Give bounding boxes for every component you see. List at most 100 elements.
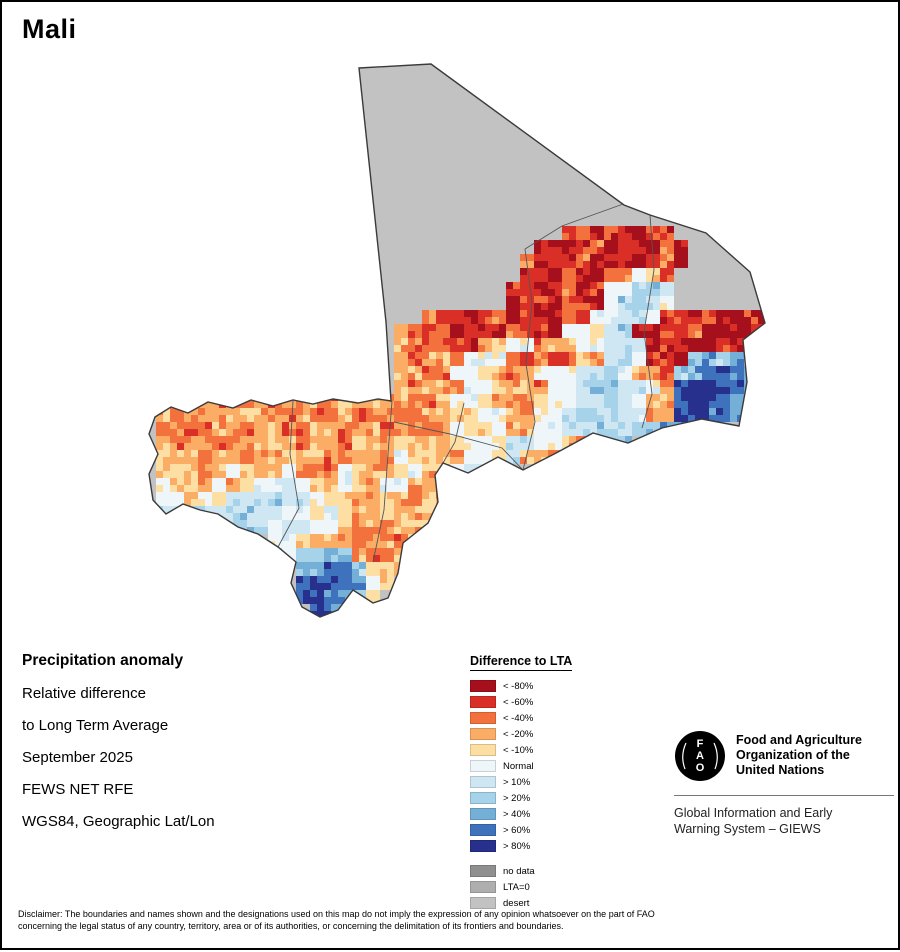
raster-cell — [394, 422, 401, 429]
raster-cell — [345, 576, 352, 583]
raster-cell — [688, 422, 695, 429]
raster-cell — [674, 254, 681, 261]
raster-cell — [310, 464, 317, 471]
raster-cell — [464, 464, 471, 471]
raster-cell — [639, 240, 646, 247]
raster-cell — [394, 394, 401, 401]
raster-cell — [681, 247, 688, 254]
raster-cell — [177, 401, 184, 408]
raster-cell — [681, 401, 688, 408]
raster-cell — [513, 303, 520, 310]
raster-cell — [583, 240, 590, 247]
raster-cell — [268, 534, 275, 541]
raster-cell — [618, 303, 625, 310]
raster-cell — [639, 254, 646, 261]
raster-cell — [660, 345, 667, 352]
raster-cell — [429, 492, 436, 499]
raster-cell — [597, 303, 604, 310]
raster-cell — [513, 373, 520, 380]
raster-cell — [625, 352, 632, 359]
raster-cell — [611, 254, 618, 261]
raster-cell — [345, 534, 352, 541]
raster-cell — [436, 450, 443, 457]
raster-cell — [709, 331, 716, 338]
raster-cell — [716, 387, 723, 394]
raster-cell — [618, 310, 625, 317]
raster-cell — [674, 387, 681, 394]
raster-cell — [744, 401, 751, 408]
raster-cell — [464, 373, 471, 380]
raster-cell — [527, 450, 534, 457]
raster-cell — [233, 415, 240, 422]
raster-cell — [373, 408, 380, 415]
raster-cell — [688, 310, 695, 317]
raster-cell — [394, 387, 401, 394]
raster-cell — [212, 429, 219, 436]
raster-cell — [254, 394, 261, 401]
raster-cell — [499, 345, 506, 352]
raster-cell — [303, 513, 310, 520]
raster-cell — [289, 499, 296, 506]
raster-cell — [240, 422, 247, 429]
fao-org-line: Food and Agriculture — [736, 733, 862, 747]
raster-cell — [408, 443, 415, 450]
raster-cell — [569, 226, 576, 233]
raster-cell — [296, 408, 303, 415]
raster-cell — [625, 422, 632, 429]
raster-cell — [296, 422, 303, 429]
raster-cell — [667, 380, 674, 387]
raster-cell — [275, 408, 282, 415]
raster-cell — [597, 268, 604, 275]
raster-cell — [303, 464, 310, 471]
raster-cell — [450, 373, 457, 380]
raster-cell — [492, 359, 499, 366]
raster-cell — [555, 373, 562, 380]
raster-cell — [394, 401, 401, 408]
raster-cell — [282, 408, 289, 415]
raster-cell — [310, 597, 317, 604]
raster-cell — [695, 352, 702, 359]
raster-cell — [744, 324, 751, 331]
raster-cell — [506, 436, 513, 443]
raster-cell — [583, 373, 590, 380]
raster-cell — [170, 422, 177, 429]
raster-cell — [527, 394, 534, 401]
raster-cell — [499, 422, 506, 429]
raster-cell — [618, 261, 625, 268]
raster-cell — [275, 464, 282, 471]
raster-cell — [184, 429, 191, 436]
raster-cell — [303, 506, 310, 513]
raster-cell — [198, 429, 205, 436]
raster-cell — [408, 499, 415, 506]
raster-cell — [359, 541, 366, 548]
raster-cell — [205, 415, 212, 422]
raster-cell — [436, 352, 443, 359]
raster-cell — [597, 289, 604, 296]
raster-cell — [639, 261, 646, 268]
raster-cell — [359, 415, 366, 422]
raster-cell — [520, 366, 527, 373]
raster-cell — [261, 471, 268, 478]
raster-cell — [226, 450, 233, 457]
raster-cell — [247, 513, 254, 520]
raster-cell — [562, 443, 569, 450]
raster-cell — [527, 345, 534, 352]
raster-cell — [415, 443, 422, 450]
raster-cell — [240, 506, 247, 513]
raster-cell — [702, 387, 709, 394]
raster-cell — [583, 359, 590, 366]
raster-cell — [548, 352, 555, 359]
raster-cell — [310, 576, 317, 583]
raster-cell — [632, 261, 639, 268]
raster-cell — [471, 394, 478, 401]
raster-cell — [646, 331, 653, 338]
raster-cell — [667, 408, 674, 415]
raster-cell — [268, 394, 275, 401]
raster-cell — [576, 296, 583, 303]
raster-cell — [443, 471, 450, 478]
raster-cell — [240, 520, 247, 527]
raster-cell — [247, 478, 254, 485]
raster-cell — [303, 485, 310, 492]
raster-cell — [191, 422, 198, 429]
raster-cell — [310, 436, 317, 443]
